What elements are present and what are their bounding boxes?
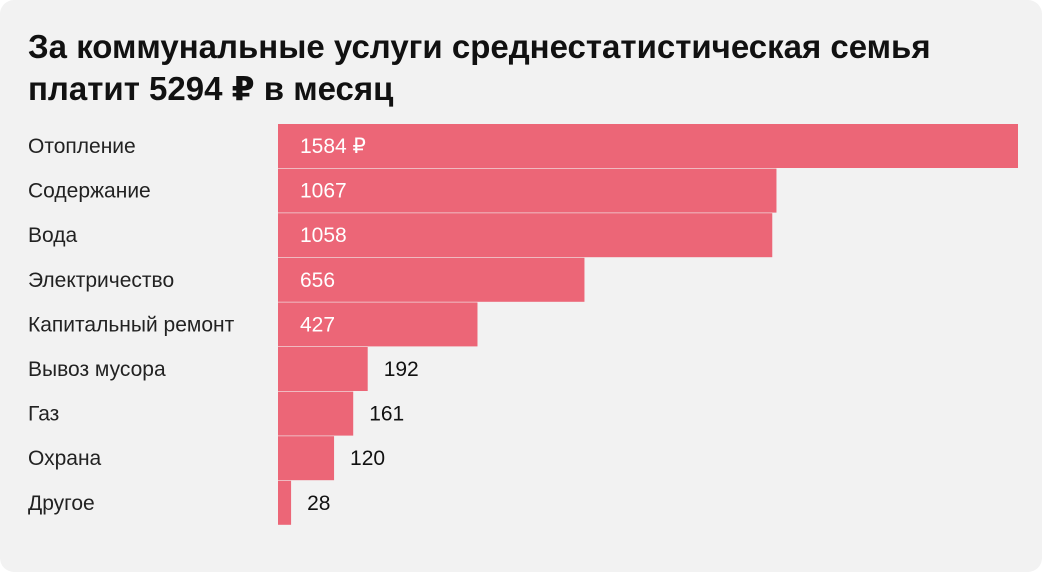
value-label: 1058 <box>300 224 347 247</box>
bar-2 <box>278 213 773 258</box>
bar-5 <box>278 347 368 391</box>
bar-7 <box>278 436 335 481</box>
bar-8 <box>278 480 292 525</box>
bar-6 <box>278 391 354 436</box>
value-label: 120 <box>350 447 385 470</box>
category-label: Другое <box>28 492 95 515</box>
category-label: Газ <box>28 403 59 426</box>
category-label: Вода <box>28 224 77 247</box>
bar-3 <box>278 257 585 302</box>
category-label: Содержание <box>28 180 151 203</box>
category-label: Охрана <box>28 447 102 470</box>
value-label: 28 <box>307 492 330 515</box>
category-label: Вывоз мусора <box>28 358 166 381</box>
bar-0 <box>278 124 1018 168</box>
bar-1 <box>278 168 777 213</box>
value-label: 1067 <box>300 180 347 203</box>
category-label: Капитальный ремонт <box>28 313 235 336</box>
value-label: 427 <box>300 313 335 336</box>
value-label: 192 <box>384 358 419 381</box>
bar-4 <box>278 302 478 347</box>
value-label: 1584 ₽ <box>300 135 366 158</box>
value-label: 161 <box>369 403 404 426</box>
category-label: Отопление <box>28 135 136 158</box>
category-label: Электричество <box>28 269 174 292</box>
chart-title: За коммунальные услуги среднестатистичес… <box>28 28 931 107</box>
value-label: 656 <box>300 269 335 292</box>
